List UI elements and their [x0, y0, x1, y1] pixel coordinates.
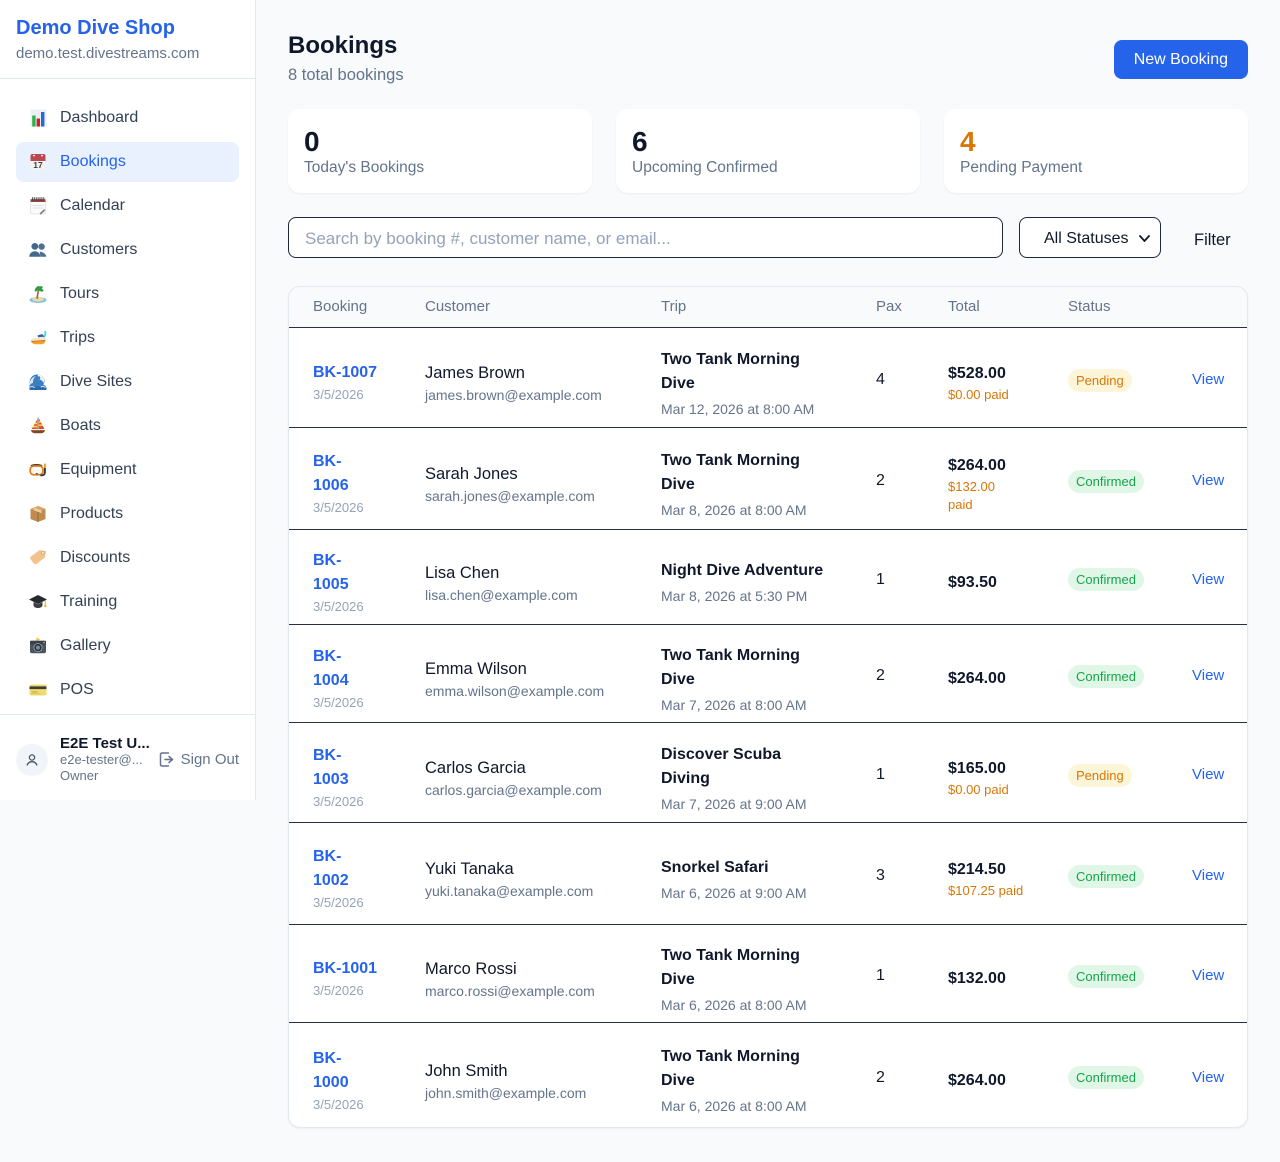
svg-text:17: 17	[33, 160, 43, 170]
